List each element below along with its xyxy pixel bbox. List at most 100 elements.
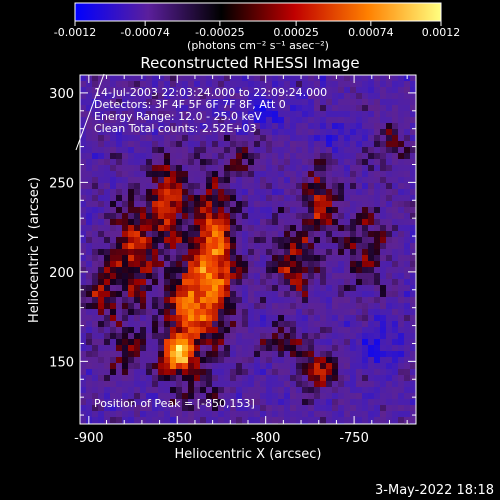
heatmap-cell	[350, 141, 357, 148]
heatmap-cell	[134, 303, 141, 310]
heatmap-cell	[296, 393, 303, 400]
heatmap-cell	[344, 339, 351, 346]
heatmap-cell	[236, 285, 243, 292]
heatmap-cell	[188, 87, 195, 94]
heatmap-cell	[254, 93, 261, 100]
heatmap-cell	[104, 111, 111, 118]
heatmap-cell	[98, 165, 105, 172]
heatmap-cell	[128, 93, 135, 100]
heatmap-cell	[170, 213, 177, 220]
heatmap-cell	[284, 393, 291, 400]
heatmap-cell	[404, 231, 411, 238]
heatmap-cell	[254, 375, 261, 382]
heatmap-cell	[122, 213, 129, 220]
heatmap-cell	[410, 243, 416, 250]
heatmap-cell	[98, 105, 105, 112]
heatmap-cell	[152, 153, 159, 160]
heatmap-cell	[188, 315, 195, 322]
heatmap-cell	[380, 141, 387, 148]
heatmap-cell	[98, 363, 105, 370]
heatmap-cell	[134, 81, 141, 88]
heatmap-cell	[122, 261, 129, 268]
heatmap-cell	[356, 411, 363, 418]
heatmap-cell	[296, 417, 303, 424]
heatmap-cell	[80, 357, 87, 364]
heatmap-cell	[212, 405, 219, 412]
heatmap-cell	[242, 129, 249, 136]
heatmap-cell	[338, 291, 345, 298]
heatmap-cell	[212, 213, 219, 220]
heatmap-cell	[158, 99, 165, 106]
heatmap-cell	[290, 171, 297, 178]
heatmap-cell	[104, 345, 111, 352]
heatmap-cell	[302, 207, 309, 214]
heatmap-cell	[248, 375, 255, 382]
heatmap-cell	[158, 309, 165, 316]
heatmap-cell	[356, 381, 363, 388]
heatmap-cell	[338, 357, 345, 364]
heatmap-cell	[350, 291, 357, 298]
heatmap-cell	[98, 141, 105, 148]
heatmap-cell	[284, 333, 291, 340]
heatmap-cell	[140, 273, 147, 280]
heatmap-cell	[128, 153, 135, 160]
heatmap-cell	[104, 339, 111, 346]
heatmap-cell	[194, 285, 201, 292]
heatmap-cell	[158, 213, 165, 220]
heatmap-cell	[272, 105, 279, 112]
heatmap-cell	[122, 351, 129, 358]
heatmap-cell	[344, 381, 351, 388]
heatmap-cell	[266, 111, 273, 118]
heatmap-cell	[278, 273, 285, 280]
heatmap-cell	[116, 231, 123, 238]
heatmap-cell	[206, 279, 213, 286]
heatmap-cell	[272, 369, 279, 376]
heatmap-cell	[80, 81, 87, 88]
heatmap-cell	[254, 357, 261, 364]
heatmap-cell	[284, 417, 291, 424]
heatmap-cell	[248, 255, 255, 262]
heatmap-cell	[110, 141, 117, 148]
heatmap-cell	[272, 345, 279, 352]
heatmap-cell	[410, 393, 416, 400]
heatmap-cell	[356, 327, 363, 334]
heatmap-cell	[368, 81, 375, 88]
heatmap-cell	[404, 195, 411, 202]
heatmap-cell	[158, 243, 165, 250]
heatmap-cell	[410, 345, 416, 352]
heatmap-cell	[170, 393, 177, 400]
heatmap-cell	[410, 165, 416, 172]
heatmap-cell	[98, 399, 105, 406]
heatmap-cell	[158, 123, 165, 130]
heatmap-cell	[410, 333, 416, 340]
heatmap-cell	[272, 129, 279, 136]
heatmap-cell	[290, 87, 297, 94]
heatmap-cell	[290, 213, 297, 220]
heatmap-cell	[182, 351, 189, 358]
heatmap-cell	[134, 369, 141, 376]
heatmap-cell	[128, 87, 135, 94]
heatmap-cell	[224, 105, 231, 112]
heatmap-cell	[248, 99, 255, 106]
heatmap-cell	[122, 417, 129, 424]
heatmap-cell	[386, 357, 393, 364]
heatmap-cell	[134, 411, 141, 418]
heatmap-cell	[362, 231, 369, 238]
heatmap-cell	[212, 129, 219, 136]
heatmap-cell	[290, 159, 297, 166]
heatmap-cell	[410, 81, 416, 88]
heatmap-cell	[338, 105, 345, 112]
heatmap-cell	[158, 267, 165, 274]
heatmap-cell	[80, 351, 87, 358]
heatmap-cell	[86, 225, 93, 232]
heatmap-cell	[236, 159, 243, 166]
heatmap-cell	[386, 189, 393, 196]
heatmap-cell	[296, 333, 303, 340]
heatmap-cell	[224, 243, 231, 250]
heatmap-cell	[386, 123, 393, 130]
heatmap-cell	[242, 381, 249, 388]
heatmap-cell	[374, 363, 381, 370]
heatmap-cell	[266, 231, 273, 238]
heatmap-cell	[302, 75, 309, 82]
heatmap-cell	[284, 375, 291, 382]
